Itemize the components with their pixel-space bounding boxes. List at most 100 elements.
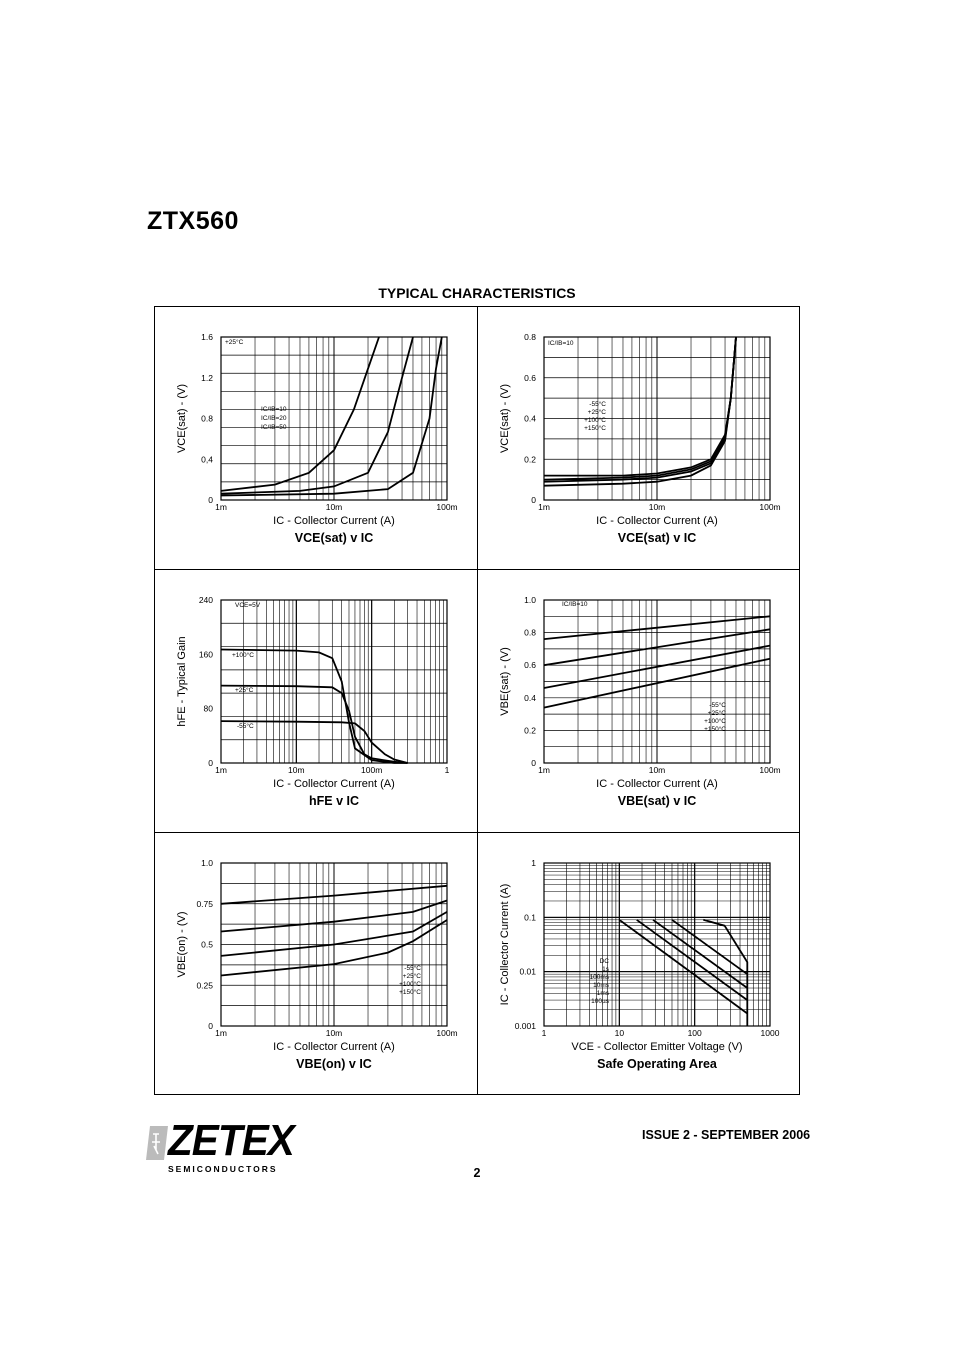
x-tick-label: 1 [542,1028,547,1038]
annotation: IC/IB=10 [261,406,287,413]
annotation: 1ms [597,990,610,997]
series-line [220,336,443,497]
y-tick-label: 0.4 [524,414,536,424]
annotation: IC/IB=10 [562,601,588,608]
y-tick-label: 1 [531,858,536,868]
chart-hfe: 1m 10m 100m 1 0 80 160 240 IC - Collector Curren… [176,595,450,808]
series-line [220,336,414,495]
chart-vbesat: 1m 10m 100m 0 0.2 0.4 0.6 0.8 1.0 IC - Collector … [499,595,781,808]
series-line [636,919,748,1001]
chart-title: VCE(sat) v IC [618,531,697,545]
annotation: +150°C [584,424,606,432]
chart-vcesat-2: 1m 10m 100m 0 0.2 0.4 0.6 0.8 IC - Collector Cur… [499,332,781,545]
x-tick-label: 100m [436,502,457,512]
annotation: +25°C [225,338,244,346]
charts-vertical-divider [477,306,478,1095]
grid [220,336,448,501]
chart-title: Safe Operating Area [597,1057,718,1071]
y-tick-label: 0.001 [515,1021,537,1031]
annotation: DC [600,958,610,965]
x-axis-label: IC - Collector Current (A) [596,515,718,527]
series-line [618,919,748,1015]
y-tick-label: 0 [531,758,536,768]
x-tick-label: 1m [538,765,550,775]
chart-title: VBE(sat) v IC [618,794,697,808]
plot-border [543,862,771,1027]
y-axis-label: VCE(sat) - (V) [176,384,188,453]
chart-soa: 1 10 100 1000 0.001 0.01 0.1 1 VCE - Collector E… [499,858,780,1071]
x-tick-label: 1m [215,1028,227,1038]
annotation: +100°C [399,980,421,988]
y-tick-label: 0 [208,758,213,768]
series-line [220,884,448,905]
y-tick-label: 0.6 [524,373,536,383]
annotation: 10ms [593,982,610,989]
x-tick-label: 100m [759,765,780,775]
annotation: +25°C [403,972,422,980]
plot-border [220,862,448,1027]
x-tick-label: 100m [361,765,382,775]
y-axis-label: hFE - Typical Gain [176,636,188,726]
y-tick-label: 0.6 [524,660,536,670]
x-axis-label: IC - Collector Current (A) [273,1041,395,1053]
logo-word: ZETEX [168,1116,295,1165]
y-tick-label: 80 [204,704,214,714]
y-tick-label: 1.6 [201,332,213,342]
y-axis-label: VCE(sat) - (V) [499,384,511,453]
annotation: +25°C [588,408,607,416]
y-tick-label: 0.2 [524,454,536,464]
y-axis-label: VBE(on) - (V) [176,911,188,977]
annotation: IC/IB=10 [548,340,574,347]
series-line [543,644,771,689]
series-line [543,336,737,481]
y-tick-label: 1.0 [201,858,213,868]
zetex-logo: ZETEX SEMICONDUCTORS [146,1116,296,1180]
y-tick-label: 0.5 [201,940,213,950]
x-axis-label: IC - Collector Current (A) [273,515,395,527]
y-tick-label: 0.4 [524,693,536,703]
plot-border [543,336,771,501]
y-tick-label: 0.8 [524,628,536,638]
y-tick-label: 1.0 [524,595,536,605]
charts-divider-2 [154,832,800,833]
annotation: +100°C [232,651,254,659]
x-tick-label: 10m [649,502,666,512]
series-line [220,648,408,764]
chart-vbeon: 1m 10m 100m 0 0.25 0.5 0.75 1.0 IC - Collector C… [176,858,458,1071]
series-line [671,919,748,975]
annotation: IC/IB=50 [261,424,287,431]
y-tick-label: 0.25 [196,980,213,990]
series-line [220,336,380,492]
annotation: +100°C [704,717,726,725]
annotation: -55°C [709,701,726,709]
y-tick-label: 0.8 [201,414,213,424]
plot-border [220,599,448,764]
y-tick-label: 0.1 [524,912,536,922]
x-tick-label: 10m [649,765,666,775]
annotation: 100ms [589,974,609,981]
y-tick-label: 0 [208,1021,213,1031]
annotation: -55°C [237,722,254,730]
x-tick-label: 1m [215,502,227,512]
annotation: -55°C [404,964,421,972]
series-line [220,720,408,764]
x-tick-label: 1m [538,502,550,512]
series-line [543,657,771,709]
logo-mark-icon [146,1126,168,1160]
chart-vcesat-1: 1m 10m 100m 0 0,4 0.8 1.2 1.6 IC - Collector Cur… [176,332,458,545]
series-line [652,919,748,989]
x-axis-label: VCE - Collector Emitter Voltage (V) [571,1041,742,1053]
annotation: +150°C [399,988,421,996]
annotation: 100µs [591,998,610,1005]
y-axis-label: IC - Collector Current (A) [499,884,511,1006]
y-tick-label: 0,4 [201,454,213,464]
chart-title: VBE(on) v IC [296,1057,372,1071]
annotation: IC/IB=20 [261,415,287,422]
series-line [220,911,448,957]
issue-date: ISSUE 2 - SEPTEMBER 2006 [642,1128,811,1142]
charts-divider-1 [154,569,800,570]
annotation: +100°C [584,416,606,424]
y-tick-label: 0.2 [524,725,536,735]
x-axis-label: IC - Collector Current (A) [596,778,718,790]
series-line [220,919,448,977]
